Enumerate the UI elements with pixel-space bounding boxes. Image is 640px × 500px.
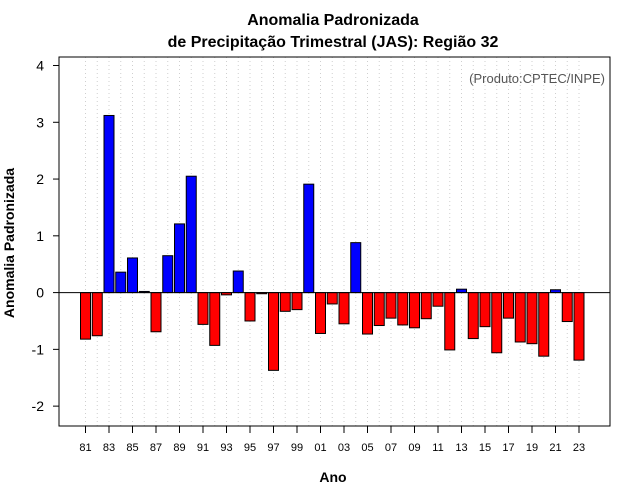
x-axis-label: Ano [319, 469, 346, 485]
bar-94 [232, 270, 244, 294]
bar-05 [362, 292, 373, 335]
y-tick-label: 0 [36, 285, 44, 301]
bar-83 [103, 114, 115, 294]
bar-15 [479, 292, 491, 328]
bar-12 [444, 292, 456, 351]
x-tick-label: 15 [479, 442, 491, 454]
x-tick-label: 97 [267, 442, 279, 454]
x-tick-label: 17 [502, 442, 514, 454]
bar-85 [127, 257, 138, 294]
bar-07 [385, 292, 397, 319]
x-tick-label: 01 [314, 442, 326, 454]
x-tick-label: 91 [197, 442, 209, 454]
y-tick-label: 1 [36, 228, 44, 244]
x-tick-label: 23 [573, 442, 585, 454]
y-axis-label: Anomalia Padronizada [1, 168, 17, 318]
bar-17 [503, 292, 514, 319]
x-tick-label: 21 [549, 442, 561, 454]
y-tick-label: 2 [36, 171, 44, 187]
bar-22 [561, 292, 573, 323]
plot-frame [58, 56, 611, 427]
x-tick-label: 81 [79, 442, 91, 454]
bar-95 [244, 292, 256, 322]
bar-89 [174, 223, 185, 294]
x-tick-label: 99 [291, 442, 303, 454]
x-tick-label: 85 [126, 442, 138, 454]
bar-20 [538, 292, 550, 357]
bar-90 [185, 175, 197, 294]
x-tick-label: 83 [103, 442, 115, 454]
bar-19 [526, 292, 538, 345]
bar-23 [573, 292, 585, 361]
bar-02 [326, 292, 338, 305]
bar-81 [80, 292, 91, 340]
bar-92 [209, 292, 221, 346]
bar-97 [268, 292, 279, 371]
credit-label: (Produto:CPTEC/INPE) [469, 71, 605, 86]
bar-16 [491, 292, 503, 354]
bar-84 [115, 271, 127, 294]
bar-82 [91, 292, 103, 337]
x-tick-label: 05 [361, 442, 373, 454]
bar-13 [456, 288, 467, 294]
bar-10 [420, 292, 432, 320]
y-axis: -2 -1 0 1 2 3 4 [32, 58, 59, 414]
bars [80, 114, 585, 371]
bar-08 [397, 292, 409, 326]
y-tick-label: -1 [32, 341, 45, 357]
x-tick-label: 07 [385, 442, 397, 454]
bar-18 [514, 292, 526, 343]
bar-01 [315, 292, 326, 334]
x-tick-label: 13 [455, 442, 467, 454]
bar-14 [467, 292, 479, 340]
bar-87 [150, 292, 162, 333]
bar-91 [197, 292, 209, 325]
bar-88 [162, 255, 174, 294]
bar-06 [373, 292, 385, 327]
x-tick-label: 95 [244, 442, 256, 454]
bar-00 [303, 183, 315, 294]
y-tick-label: 4 [36, 58, 44, 74]
chart-title-line-1: Anomalia Padronizada [247, 12, 419, 29]
bar-04 [350, 242, 362, 294]
bar-98 [279, 292, 291, 312]
y-tick-label: -2 [32, 398, 45, 414]
x-axis: 81 83 85 87 89 91 93 95 97 99 01 03 05 07 09 11 13 15 17 19… [79, 426, 585, 454]
x-tick-label: 89 [173, 442, 185, 454]
x-tick-label: 03 [338, 442, 350, 454]
x-tick-label: 87 [150, 442, 162, 454]
bar-03 [338, 292, 350, 325]
grid-lines [85, 57, 580, 426]
y-tick-label: 3 [36, 114, 44, 130]
x-tick-label: 19 [526, 442, 538, 454]
bar-11 [432, 292, 444, 307]
x-tick-label: 93 [220, 442, 232, 454]
x-tick-label: 11 [432, 442, 443, 454]
bar-09 [409, 292, 420, 329]
chart-title-line-2: de Precipitação Trimestral (JAS): Região… [168, 34, 499, 51]
x-tick-label: 09 [408, 442, 420, 454]
bar-99 [291, 292, 303, 311]
